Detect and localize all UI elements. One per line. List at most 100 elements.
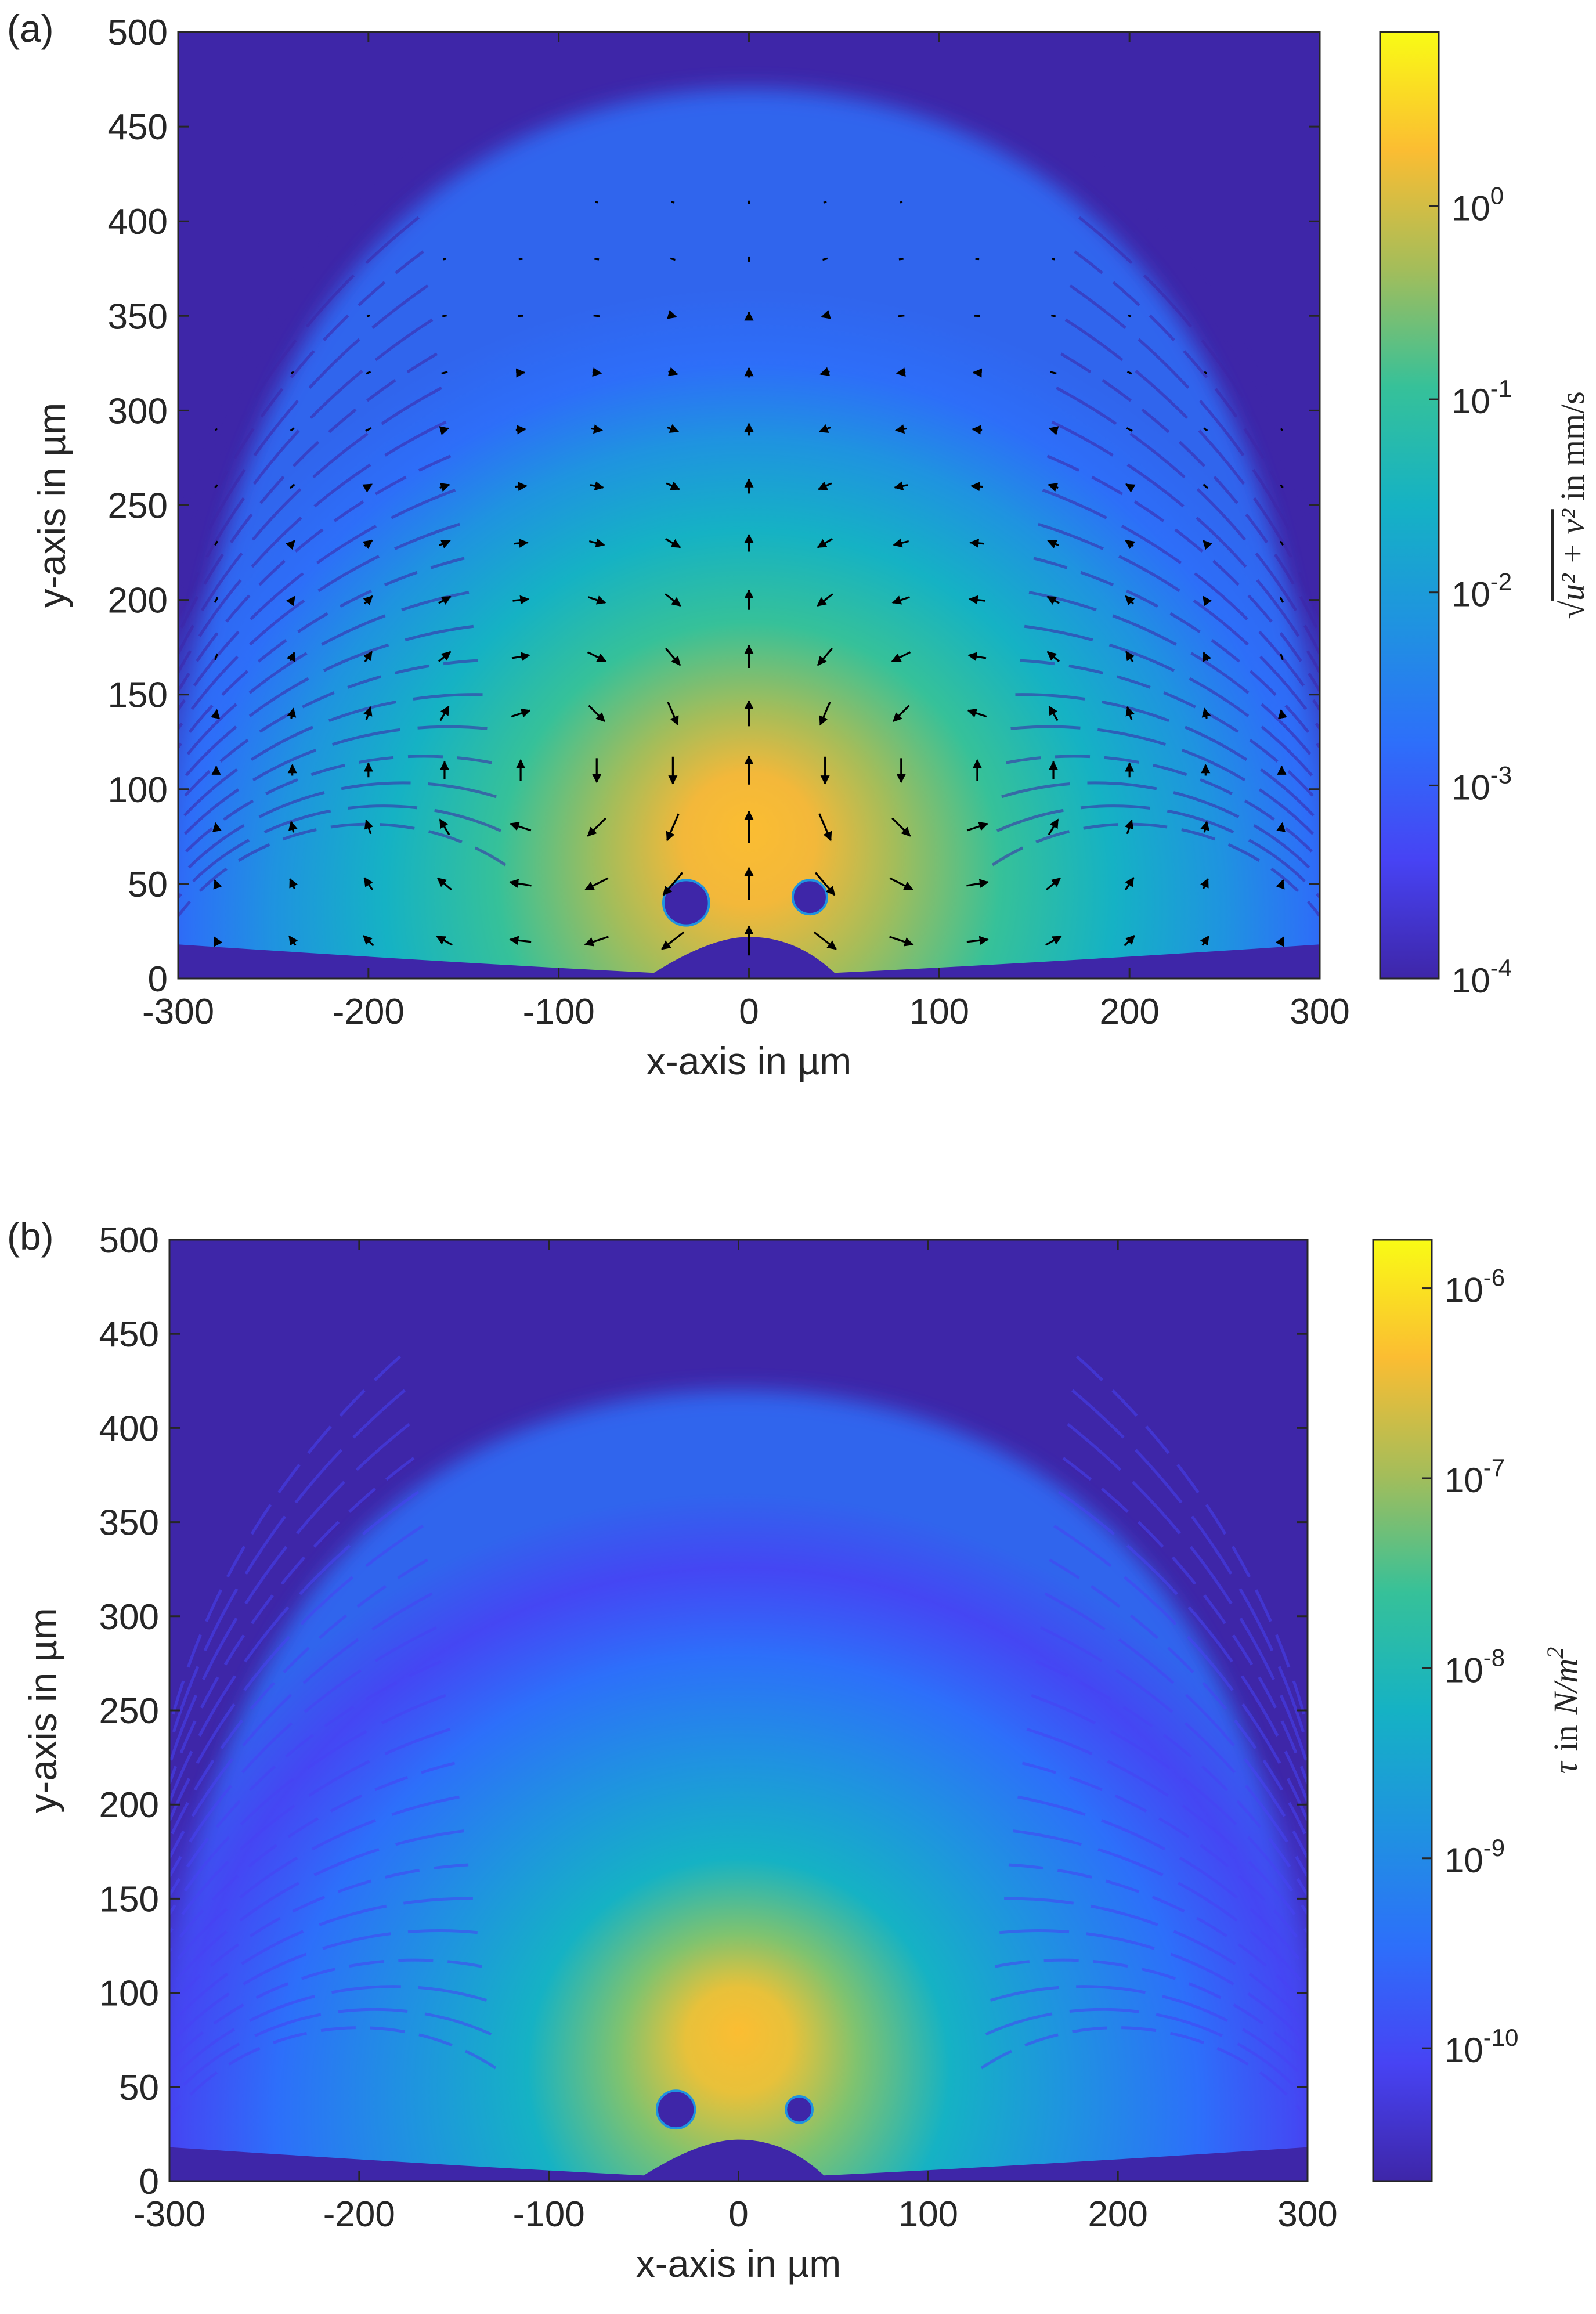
quiver-arrow: [214, 597, 219, 603]
quiver-arrow: [584, 936, 609, 947]
quiver-arrow: [967, 652, 987, 662]
x-tick-label: -200: [333, 992, 405, 1032]
x-tick-label: -200: [323, 2194, 395, 2234]
obstacle-1: [662, 879, 710, 927]
quiver-arrow: [363, 651, 373, 663]
colorbar-label-sqrt: √: [1554, 601, 1591, 619]
x-tick-label: 100: [898, 2194, 958, 2234]
y-axis-label: y-axis in µm: [30, 403, 73, 608]
quiver-arrow: [366, 314, 370, 317]
quiver-arrow: [667, 310, 677, 319]
quiver-arrow: [1275, 936, 1285, 947]
y-tick-label: 400: [108, 202, 168, 242]
quiver-arrow: [1280, 484, 1284, 489]
x-tick-label: 300: [1277, 2194, 1337, 2234]
quiver-arrow: [1203, 483, 1209, 489]
quiver-arrow: [286, 651, 295, 662]
quiver-arrow: [439, 483, 450, 492]
colorbar-label-unit: in mm/s: [1554, 391, 1591, 509]
quiver-arrow: [211, 709, 221, 719]
x-tick-label: 0: [739, 992, 759, 1032]
colorbar-tick-base: 10: [1445, 1651, 1483, 1690]
quiver-arrow: [666, 481, 680, 490]
quiver-arrow: [966, 822, 989, 832]
quiver-arrow: [1203, 427, 1208, 432]
quiver-arrow: [889, 877, 913, 891]
quiver-arrow: [364, 819, 374, 835]
quiver-arrow: [814, 872, 836, 896]
y-tick-label: 0: [139, 2162, 159, 2202]
colorbar-tick-label: 10-9: [1445, 1834, 1505, 1880]
quiver-arrow: [1048, 483, 1059, 492]
quiver-arrow: [588, 705, 606, 723]
quiver-arrow: [439, 426, 450, 435]
floor-wall: [178, 937, 1320, 979]
x-tick-label: 200: [1099, 992, 1159, 1032]
obstacle-2: [791, 879, 828, 916]
quiver-arrow: [892, 705, 910, 723]
quiver-arrow: [1201, 707, 1211, 719]
quiver-arrow: [1050, 314, 1056, 317]
y-tick-label: 400: [99, 1409, 159, 1449]
quiver-arrow: [1050, 371, 1057, 374]
quiver-arrow: [1204, 371, 1208, 374]
colorbar-tick-label: 10-1: [1451, 375, 1512, 421]
x-tick-label: -100: [523, 992, 595, 1032]
colorbar-tick-exponent: -4: [1490, 954, 1512, 981]
quiver-arrow: [665, 593, 681, 607]
colorbar-label-unit-exponent: 2: [1542, 1647, 1568, 1659]
quiver-arrow: [1125, 706, 1135, 720]
colorbar-tick-base: 10: [1451, 575, 1490, 614]
quiver-arrow: [438, 595, 452, 605]
quiver-arrow: [670, 257, 676, 261]
quiver-arrow: [363, 877, 374, 891]
y-tick-label: 200: [99, 1785, 159, 1825]
quiver-arrow: [819, 702, 831, 726]
quiver-arrow: [818, 481, 832, 490]
quiver-arrow: [819, 367, 831, 376]
quiver-arrow: [514, 538, 529, 548]
quiver-arrow: [286, 540, 295, 550]
y-tick-label: 100: [108, 770, 168, 810]
colorbar-tick-exponent: 0: [1490, 182, 1504, 209]
y-tick-label: 500: [108, 13, 168, 53]
obstacle-1: [655, 2089, 696, 2130]
quiver-arrow: [1280, 653, 1284, 660]
x-tick-label: -300: [142, 992, 214, 1032]
quiver-arrow: [1126, 371, 1132, 375]
quiver-arrow: [817, 593, 833, 607]
quiver-arrow: [666, 813, 680, 842]
colorbar-tick-exponent: -2: [1490, 568, 1512, 595]
quiver-arrow: [288, 935, 298, 946]
quiver-arrow: [365, 427, 372, 432]
y-tick-labels: 0 50 100 150 200 250 300 350 400 450 500: [99, 1221, 159, 2202]
quiver-arrow: [442, 314, 447, 317]
quiver-arrow: [823, 201, 827, 204]
quiver-arrow: [436, 935, 453, 946]
quiver-arrow: [1124, 934, 1135, 947]
quiver-arrow: [1128, 314, 1132, 317]
x-axis-label: x-axis in µm: [636, 2242, 841, 2285]
quiver-arrow: [1125, 595, 1135, 605]
floor-wall: [169, 2139, 1308, 2181]
quiver-arrow: [817, 648, 833, 666]
x-axis-label: x-axis in µm: [647, 1039, 851, 1082]
y-tick-label: 350: [108, 297, 168, 337]
y-tick-label: 100: [99, 1974, 159, 2014]
colorbar-tick-base: 10: [1451, 189, 1490, 228]
quiver-arrow: [891, 595, 910, 605]
y-tick-label: 50: [128, 865, 168, 905]
quiver-arrow: [896, 367, 906, 377]
colorbar-tick-label: 10-7: [1445, 1454, 1505, 1500]
y-tick-label: 50: [119, 2068, 159, 2108]
quiver-arrow: [509, 879, 532, 889]
quiver-arrow: [214, 540, 219, 546]
quiver-arrow: [214, 484, 218, 489]
colorbar-label: √u² + v² in mm/s: [1554, 391, 1591, 619]
quiver-arrow: [363, 595, 373, 605]
quiver-arrow: [972, 425, 983, 435]
quiver-arrow: [587, 651, 607, 662]
